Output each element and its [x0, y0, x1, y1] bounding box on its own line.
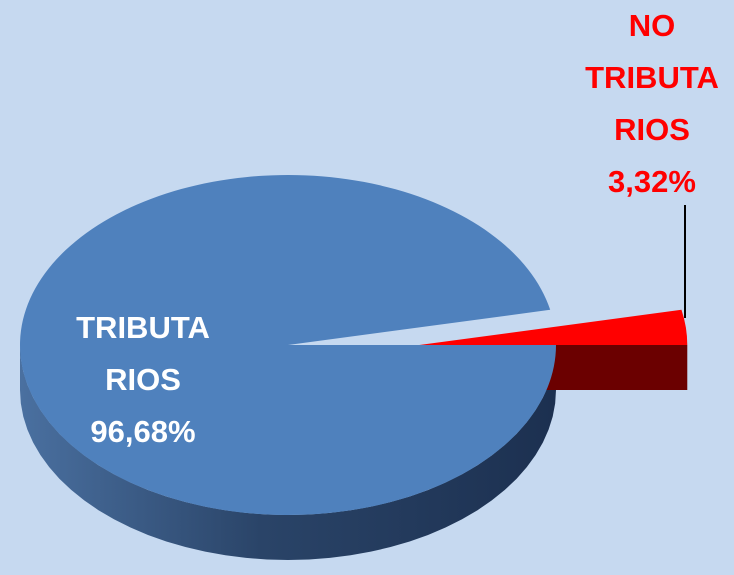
slice-label: TRIBUTA	[585, 60, 719, 95]
slice-label: RIOS	[614, 112, 690, 147]
value-label: 96,68%	[90, 414, 195, 449]
pie-slice	[19, 175, 557, 516]
pie-slice	[419, 309, 688, 345]
slice-label: RIOS	[105, 362, 181, 397]
slice-wall	[20, 345, 556, 560]
labels: TRIBUTA RIOS 96,68% NO TRIBUTA RIOS 3,32%	[76, 8, 719, 449]
slice-label: TRIBUTA	[76, 310, 210, 345]
slice-label: NO	[629, 8, 676, 43]
tops	[19, 175, 688, 516]
value-label: 3,32%	[608, 164, 696, 199]
